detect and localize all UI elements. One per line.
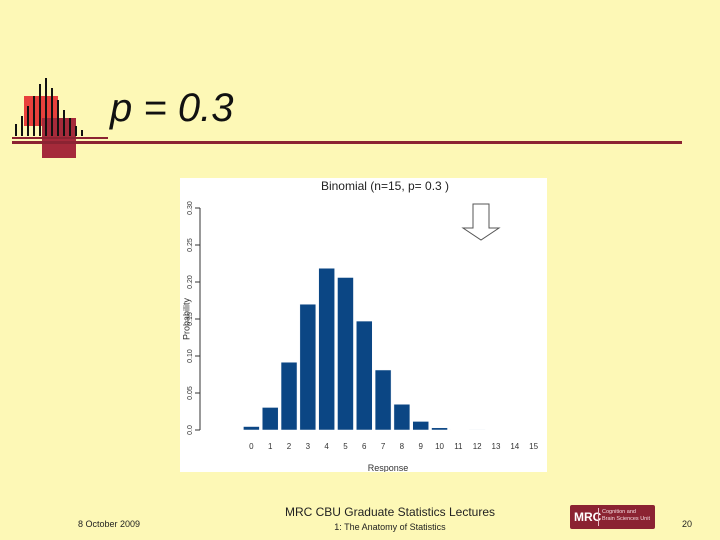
x-tick-label: 13 xyxy=(492,442,501,451)
y-tick-label: 0.10 xyxy=(187,349,194,363)
bar-4 xyxy=(318,267,335,431)
y-tick-label: 0.30 xyxy=(187,201,194,215)
footer-course: MRC CBU Graduate Statistics Lectures xyxy=(284,505,496,519)
logo-subtitle-line2: Brain Sciences Unit xyxy=(602,516,650,522)
chart-title: Binomial (n=15, p= 0.3 ) xyxy=(321,179,449,193)
footer-date: 8 October 2009 xyxy=(78,519,141,529)
y-tick-label: 0.15 xyxy=(187,312,194,326)
down-arrow-icon xyxy=(461,203,501,241)
bar-5 xyxy=(337,277,354,431)
bar-0 xyxy=(243,426,260,431)
footer-lecture: 1: The Anatomy of Statistics xyxy=(334,522,446,532)
bar-9 xyxy=(412,421,429,431)
x-tick-label: 6 xyxy=(362,442,367,451)
x-tick-label: 8 xyxy=(400,442,405,451)
mrc-cbu-logo: MRC Cognition and Brain Sciences Unit xyxy=(570,505,655,529)
slide-title: p = 0.3 xyxy=(110,86,234,130)
x-tick-label: 0 xyxy=(249,442,254,451)
title-divider xyxy=(12,141,682,144)
bar-6 xyxy=(356,320,373,431)
footer-course-info: MRC CBU Graduate Statistics Lectures 1: … xyxy=(240,505,540,532)
x-tick-label: 2 xyxy=(287,442,292,451)
logo-subtitle-line1: Cognition and xyxy=(602,509,636,515)
x-axis-label: Response xyxy=(368,463,409,472)
x-tick-label: 11 xyxy=(454,442,463,451)
bar-2 xyxy=(280,361,298,431)
x-tick-label: 10 xyxy=(435,442,444,451)
bar-8 xyxy=(393,403,411,431)
logo-abbr: MRC xyxy=(574,510,602,524)
y-tick-label: 0.25 xyxy=(187,238,194,252)
binomial-bar-chart: Binomial (n=15, p= 0.3 ) 0.0 0.05 0.10 0.15 0… xyxy=(181,179,538,472)
chart-panel: Binomial (n=15, p= 0.3 ) 0.0 0.05 0.10 0.15 0… xyxy=(180,178,547,472)
page-number: 20 xyxy=(682,519,693,529)
x-tick-label: 15 xyxy=(529,442,538,451)
bar-1 xyxy=(261,407,279,431)
x-tick-label: 3 xyxy=(306,442,311,451)
x-tick-label: 12 xyxy=(473,442,482,451)
bar-10 xyxy=(431,427,448,431)
x-tick-label: 1 xyxy=(268,442,273,451)
x-tick-label: 7 xyxy=(381,442,386,451)
x-tick-label: 5 xyxy=(343,442,348,451)
logo-subtitle: Cognition and Brain Sciences Unit xyxy=(602,509,654,523)
x-tick-label: 9 xyxy=(418,442,423,451)
corner-logo-graphic xyxy=(12,78,108,158)
logo-separator xyxy=(598,508,599,526)
x-tick-label: 4 xyxy=(324,442,329,451)
x-tick-label: 14 xyxy=(510,442,519,451)
y-tick-label: 0.0 xyxy=(187,425,194,435)
bar-7 xyxy=(374,369,392,431)
y-axis-label: Probability xyxy=(181,297,191,340)
y-tick-label: 0.20 xyxy=(187,275,194,289)
bar-3 xyxy=(299,303,317,431)
y-tick-label: 0.05 xyxy=(187,386,194,400)
